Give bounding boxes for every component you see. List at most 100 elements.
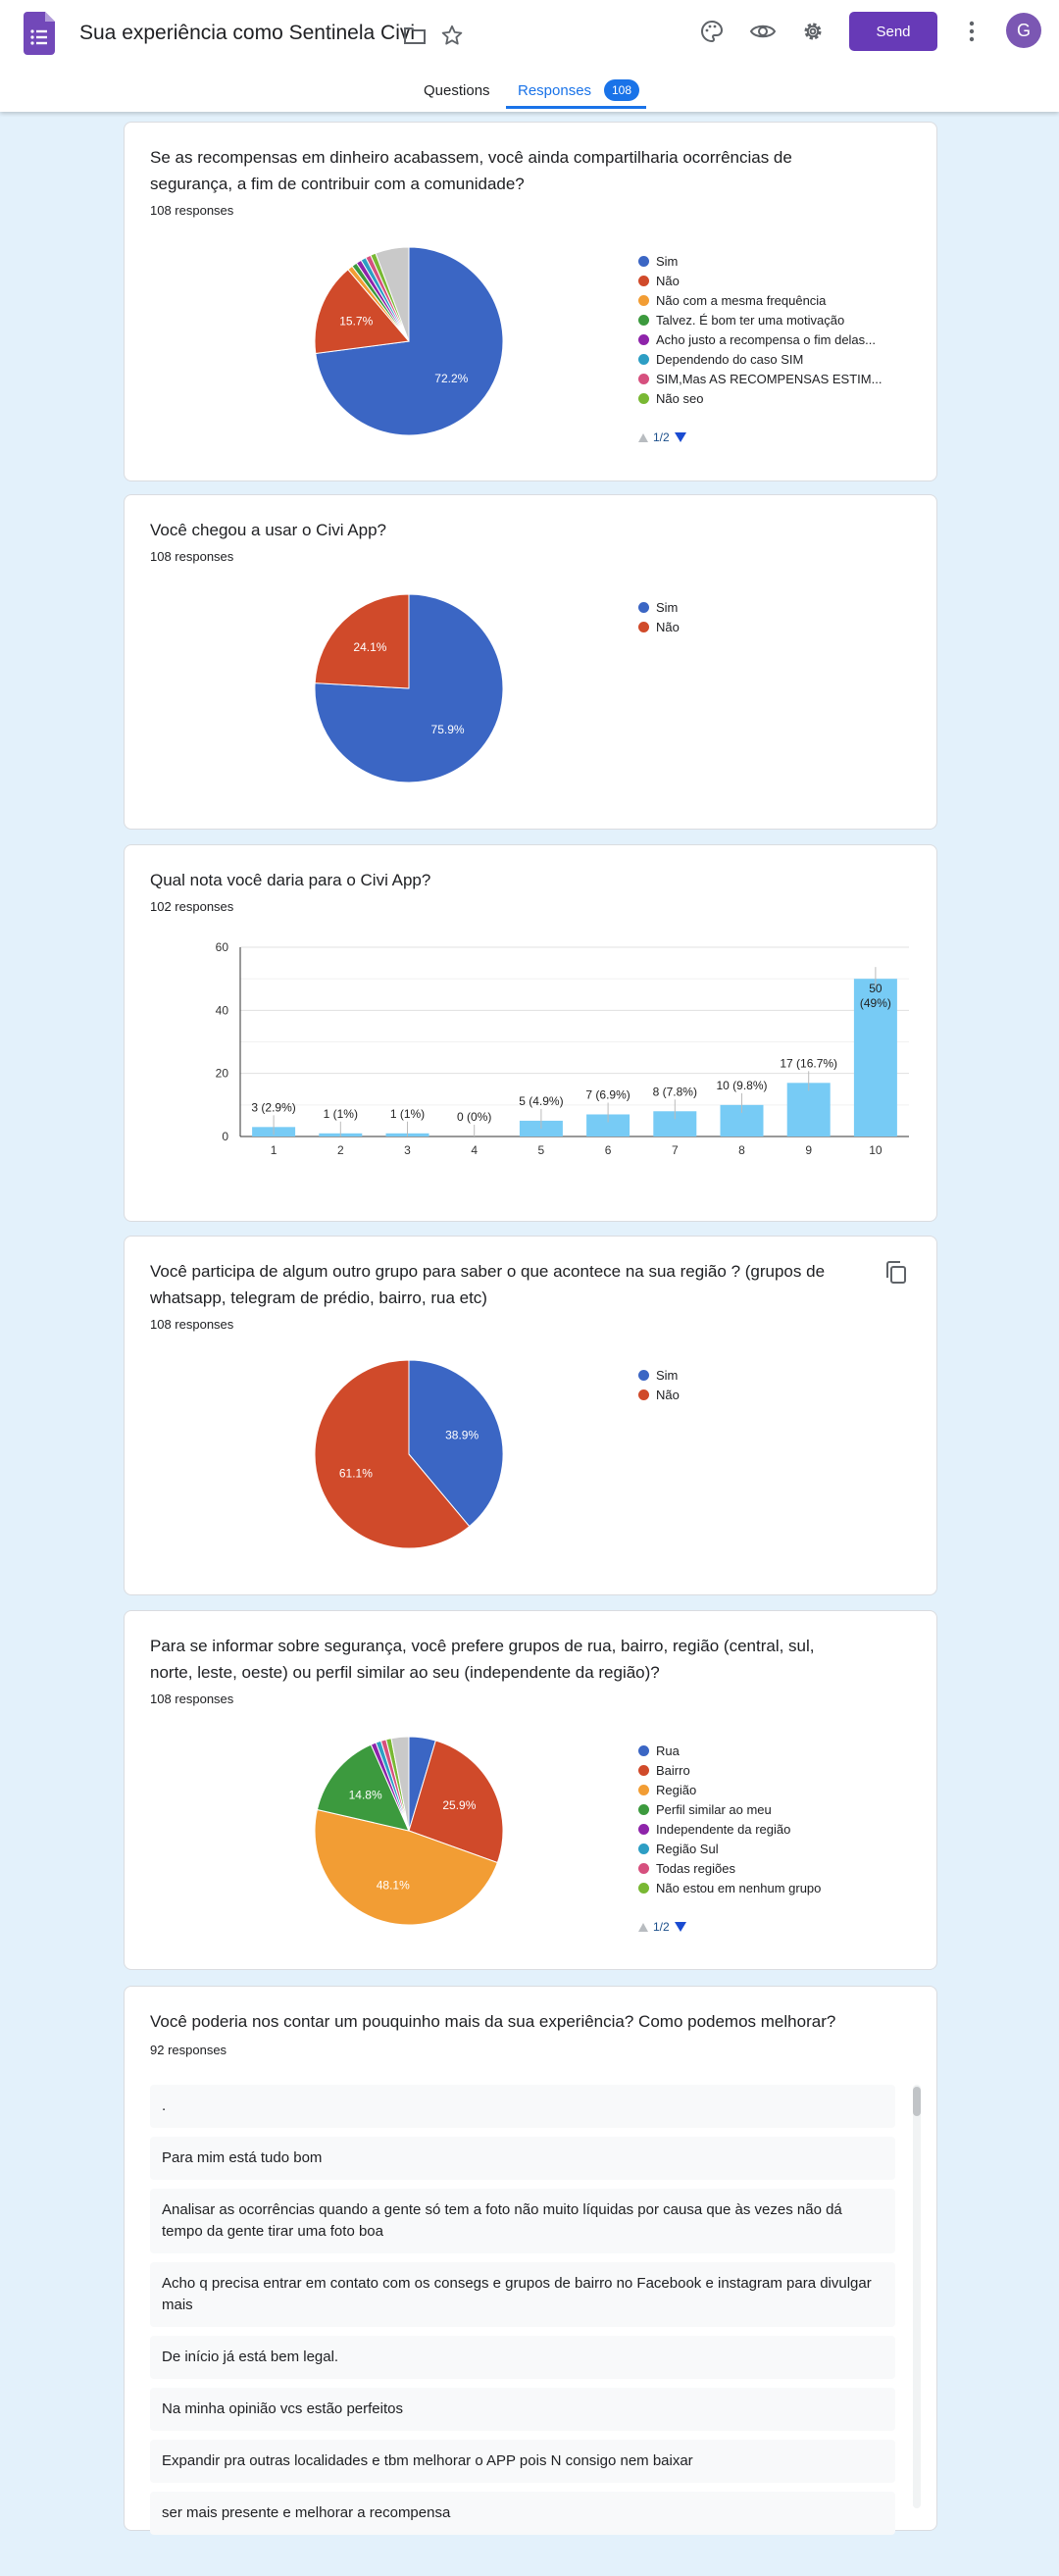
bar-data-label: 8 (7.8%) [653, 1085, 697, 1098]
legend-item[interactable]: Independente da região [638, 1819, 821, 1839]
legend-item[interactable]: Não [638, 271, 882, 290]
legend-item[interactable]: Acho justo a recompensa o fim delas... [638, 329, 882, 349]
x-tick-label: 5 [538, 1143, 545, 1157]
bar[interactable] [786, 1083, 831, 1136]
legend-label: Não seo [656, 390, 704, 406]
legend-color-dot [638, 333, 649, 345]
legend-item[interactable]: Sim [638, 251, 882, 271]
pie-slice[interactable] [314, 1359, 471, 1549]
pager-next-icon[interactable] [674, 1922, 686, 1932]
text-response: Para mim está tudo bom [150, 2137, 895, 2180]
response-count: 102 responses [150, 899, 234, 914]
scrollbar-thumb[interactable] [913, 2087, 921, 2116]
account-avatar[interactable]: G [1006, 13, 1041, 48]
legend-color-dot [638, 1744, 649, 1756]
pager-prev-icon[interactable] [638, 1922, 648, 1932]
legend-item[interactable]: Todas regiões [638, 1858, 821, 1878]
form-title[interactable]: Sua experiência como Sentinela Civi [79, 22, 416, 44]
pie-slice[interactable] [316, 1743, 410, 1832]
folder-icon[interactable] [404, 26, 426, 44]
text-response: . [150, 2085, 895, 2128]
question-title: Você chegou a usar o Civi App? [150, 521, 386, 539]
legend-item[interactable]: Bairro [638, 1760, 821, 1780]
legend-item[interactable]: Região [638, 1780, 821, 1799]
legend-item[interactable]: Rua [638, 1741, 821, 1760]
pie-slice[interactable] [390, 1736, 410, 1832]
slice-percent-label: 72.2% [434, 372, 468, 385]
x-tick-label: 6 [605, 1143, 612, 1157]
legend-color-dot [638, 255, 649, 267]
legend-item[interactable]: Sim [638, 597, 680, 617]
legend-item[interactable]: Dependendo do caso SIM [638, 349, 882, 369]
legend-item[interactable]: Não com a mesma frequência [638, 290, 882, 310]
bar-data-label: (49%) [860, 996, 891, 1010]
text-response: Acho q precisa entrar em contato com os … [150, 2262, 895, 2327]
legend-item[interactable]: Não [638, 1385, 680, 1404]
legend-label: Perfil similar ao meu [656, 1801, 772, 1817]
legend-pager[interactable]: 1/2 [638, 430, 686, 444]
send-button[interactable]: Send [849, 12, 937, 51]
response-count: 92 responses [150, 2043, 227, 2057]
question-card-6: Você poderia nos contar um pouquinho mai… [124, 1986, 937, 2535]
pie-slice[interactable] [314, 593, 410, 689]
tab-responses[interactable]: Responses [518, 82, 592, 99]
responses-count-badge: 108 [604, 79, 639, 101]
legend-label: Sim [656, 253, 679, 269]
legend-item[interactable]: Talvez. É bom ter uma motivação [638, 310, 882, 329]
bar[interactable] [519, 1120, 563, 1136]
copy-icon[interactable] [884, 1260, 908, 1286]
x-tick-label: 9 [805, 1143, 812, 1157]
slice-percent-label: 75.9% [431, 723, 465, 736]
question-card-1: Se as recompensas em dinheiro acabassem,… [124, 122, 937, 481]
top-app-bar: Sua experiência como Sentinela Civi Send… [0, 0, 1059, 112]
legend-color-dot [638, 601, 649, 613]
pager-next-icon[interactable] [674, 432, 686, 442]
response-count: 108 responses [150, 1317, 234, 1332]
forms-app-icon[interactable] [24, 12, 55, 55]
pager-prev-icon[interactable] [638, 432, 648, 442]
legend-color-dot [638, 1784, 649, 1795]
tab-questions[interactable]: Questions [424, 82, 490, 99]
legend-label: Não com a mesma frequência [656, 292, 827, 308]
bar[interactable] [586, 1114, 630, 1136]
text-response: De início já está bem legal. [150, 2336, 895, 2379]
legend-label: Região [656, 1782, 697, 1797]
chart-legend: Sim Não [638, 597, 680, 636]
legend-color-dot [638, 353, 649, 365]
pie-slice[interactable] [314, 1808, 498, 1926]
bar-chart: 0 20 40 60 3 (2.9%) 1 1 (1%) 2 1 (1%) 3 0 (0%) 4 5 (… [216, 940, 909, 1157]
pie-slice[interactable] [375, 246, 410, 342]
pie-slice[interactable] [408, 1740, 504, 1864]
legend-color-dot [638, 373, 649, 384]
legend-color-dot [638, 621, 649, 632]
bar-data-label: 5 (4.9%) [519, 1094, 563, 1108]
legend-item[interactable]: SIM,Mas AS RECOMPENSAS ESTIM... [638, 369, 882, 388]
legend-color-dot [638, 1862, 649, 1874]
more-options-icon[interactable] [968, 21, 976, 42]
responses-scrollbar[interactable] [913, 2085, 921, 2508]
pie-slice[interactable] [314, 269, 410, 355]
star-icon[interactable] [441, 25, 463, 46]
legend-color-dot [638, 1882, 649, 1894]
bar-data-label: 7 (6.9%) [585, 1087, 630, 1101]
question-card-4: Você participa de algum outro grupo para… [124, 1236, 937, 1595]
legend-label: Região Sul [656, 1841, 719, 1856]
legend-item[interactable]: Não seo [638, 388, 882, 408]
pie-chart: 25.9% 48.1% 14.8% [314, 1736, 504, 1926]
legend-item[interactable]: Sim [638, 1365, 680, 1385]
x-tick-label: 7 [672, 1143, 679, 1157]
slice-percent-label: 14.8% [349, 1788, 382, 1801]
bar-data-label: 1 (1%) [390, 1107, 425, 1121]
legend-label: Não estou em nenhum grupo [656, 1880, 822, 1895]
legend-item[interactable]: Região Sul [638, 1839, 821, 1858]
legend-item[interactable]: Não [638, 617, 680, 636]
legend-item[interactable]: Perfil similar ao meu [638, 1799, 821, 1819]
settings-gear-icon[interactable] [801, 20, 825, 43]
legend-pager[interactable]: 1/2 [638, 1920, 686, 1934]
bar-data-label: 0 (0%) [457, 1110, 491, 1124]
palette-icon[interactable] [700, 20, 724, 43]
bar[interactable] [853, 979, 897, 1136]
preview-eye-icon[interactable] [749, 22, 777, 41]
legend-item[interactable]: Não estou em nenhum grupo [638, 1878, 821, 1897]
pie-slice[interactable] [408, 1359, 504, 1528]
